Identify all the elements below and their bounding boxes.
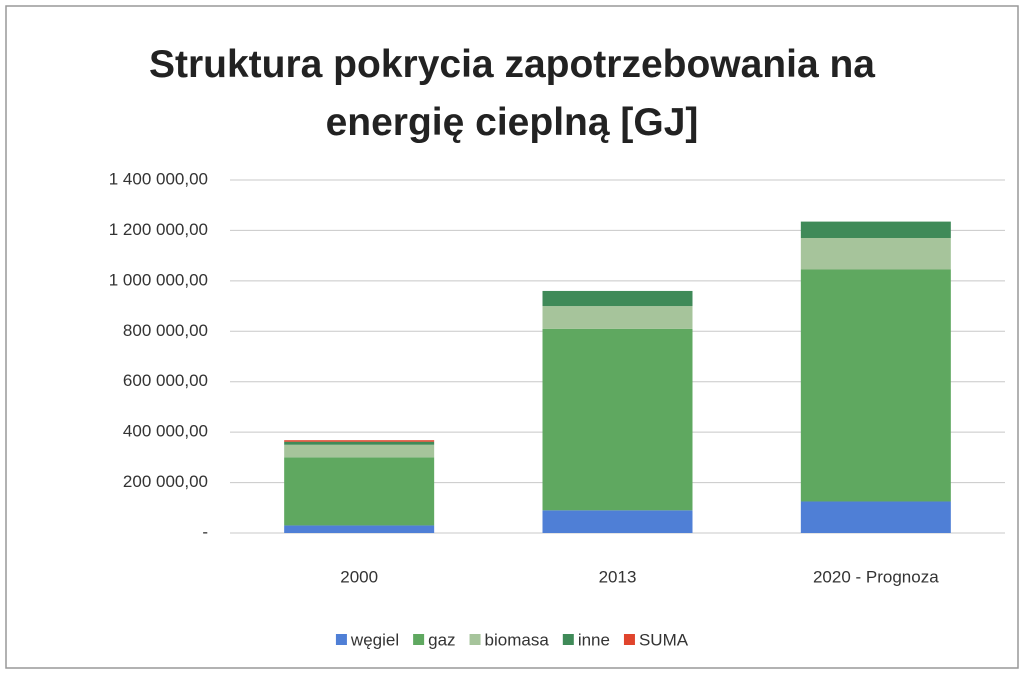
bar-segment	[800, 501, 951, 533]
y-tick-label: 800 000,00	[123, 321, 208, 340]
bar-segment	[284, 441, 435, 445]
legend-swatch	[562, 634, 574, 645]
y-tick-label: 1 200 000,00	[109, 220, 208, 239]
legend-swatch	[335, 634, 347, 645]
x-tick-label: 2000	[340, 567, 378, 586]
chart-title-box: Struktura pokrycia zapotrzebowania na en…	[0, 36, 1024, 152]
legend-label: inne	[578, 630, 610, 649]
y-tick-label: 1 000 000,00	[109, 270, 208, 289]
legend-swatch	[623, 634, 635, 645]
y-tick-label: 1 400 000,00	[109, 169, 208, 188]
y-tick-label: -	[202, 522, 208, 541]
bar-segment	[800, 221, 951, 238]
bar-segment	[284, 444, 435, 458]
x-tick-label: 2013	[599, 567, 637, 586]
bar-segment	[284, 440, 435, 442]
legend-swatch	[413, 634, 425, 645]
legend-label: SUMA	[639, 630, 689, 649]
legend-swatch	[469, 634, 481, 645]
chart-title: Struktura pokrycia zapotrzebowania na en…	[148, 43, 875, 144]
legend-label: gaz	[428, 630, 455, 649]
x-tick-label: 2020 - Prognoza	[813, 567, 939, 586]
chart-border	[5, 5, 1019, 669]
bar-segment	[800, 269, 951, 502]
legend-label: węgiel	[350, 630, 399, 649]
bar-segment	[542, 290, 693, 307]
bar-segment	[284, 525, 435, 533]
y-tick-label: 200 000,00	[123, 472, 208, 491]
bar-segment	[542, 510, 693, 533]
bar-segment	[800, 237, 951, 270]
y-tick-label: 400 000,00	[123, 422, 208, 441]
bar-segment	[284, 457, 435, 526]
y-tick-label: 600 000,00	[123, 371, 208, 390]
legend-label: biomasa	[485, 630, 550, 649]
bar-segment	[542, 328, 693, 511]
bar-segment	[542, 306, 693, 329]
